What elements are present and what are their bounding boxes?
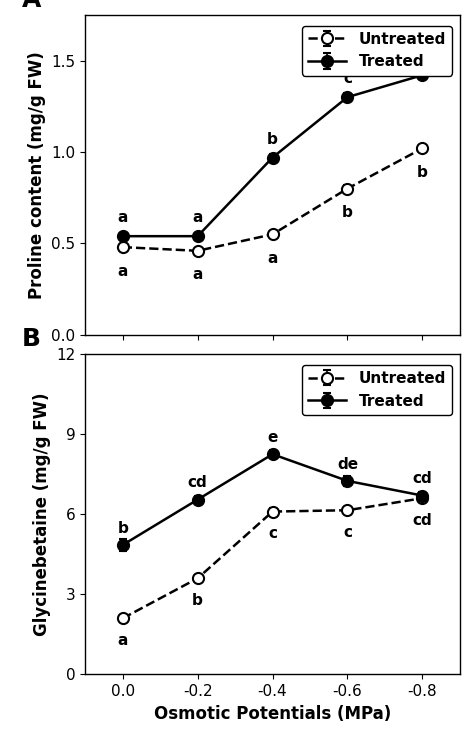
Text: c: c (343, 71, 352, 86)
Text: cd: cd (412, 513, 432, 528)
X-axis label: Osmotic Potentials (MPa): Osmotic Potentials (MPa) (154, 705, 391, 722)
Text: b: b (342, 205, 353, 220)
Y-axis label: Proline content (mg/g FW): Proline content (mg/g FW) (28, 51, 46, 299)
Text: a: a (192, 210, 203, 225)
Text: b: b (417, 165, 428, 180)
Text: a: a (118, 633, 128, 648)
Text: A: A (22, 0, 41, 12)
Text: e: e (267, 430, 278, 445)
Text: b: b (267, 132, 278, 147)
Text: de: de (337, 456, 358, 471)
Text: a: a (267, 250, 278, 266)
Text: c: c (268, 526, 277, 541)
Text: a: a (118, 210, 128, 225)
Text: c: c (418, 49, 427, 64)
Text: cd: cd (188, 475, 208, 491)
Text: a: a (118, 264, 128, 279)
Y-axis label: Glycinebetaine (mg/g FW): Glycinebetaine (mg/g FW) (33, 393, 51, 636)
Text: b: b (192, 593, 203, 608)
Text: b: b (118, 521, 128, 536)
Text: cd: cd (412, 471, 432, 486)
Text: c: c (343, 525, 352, 540)
Text: B: B (22, 327, 41, 351)
Legend: Untreated, Treated: Untreated, Treated (302, 365, 452, 415)
Legend: Untreated, Treated: Untreated, Treated (302, 26, 452, 76)
Text: a: a (192, 268, 203, 282)
